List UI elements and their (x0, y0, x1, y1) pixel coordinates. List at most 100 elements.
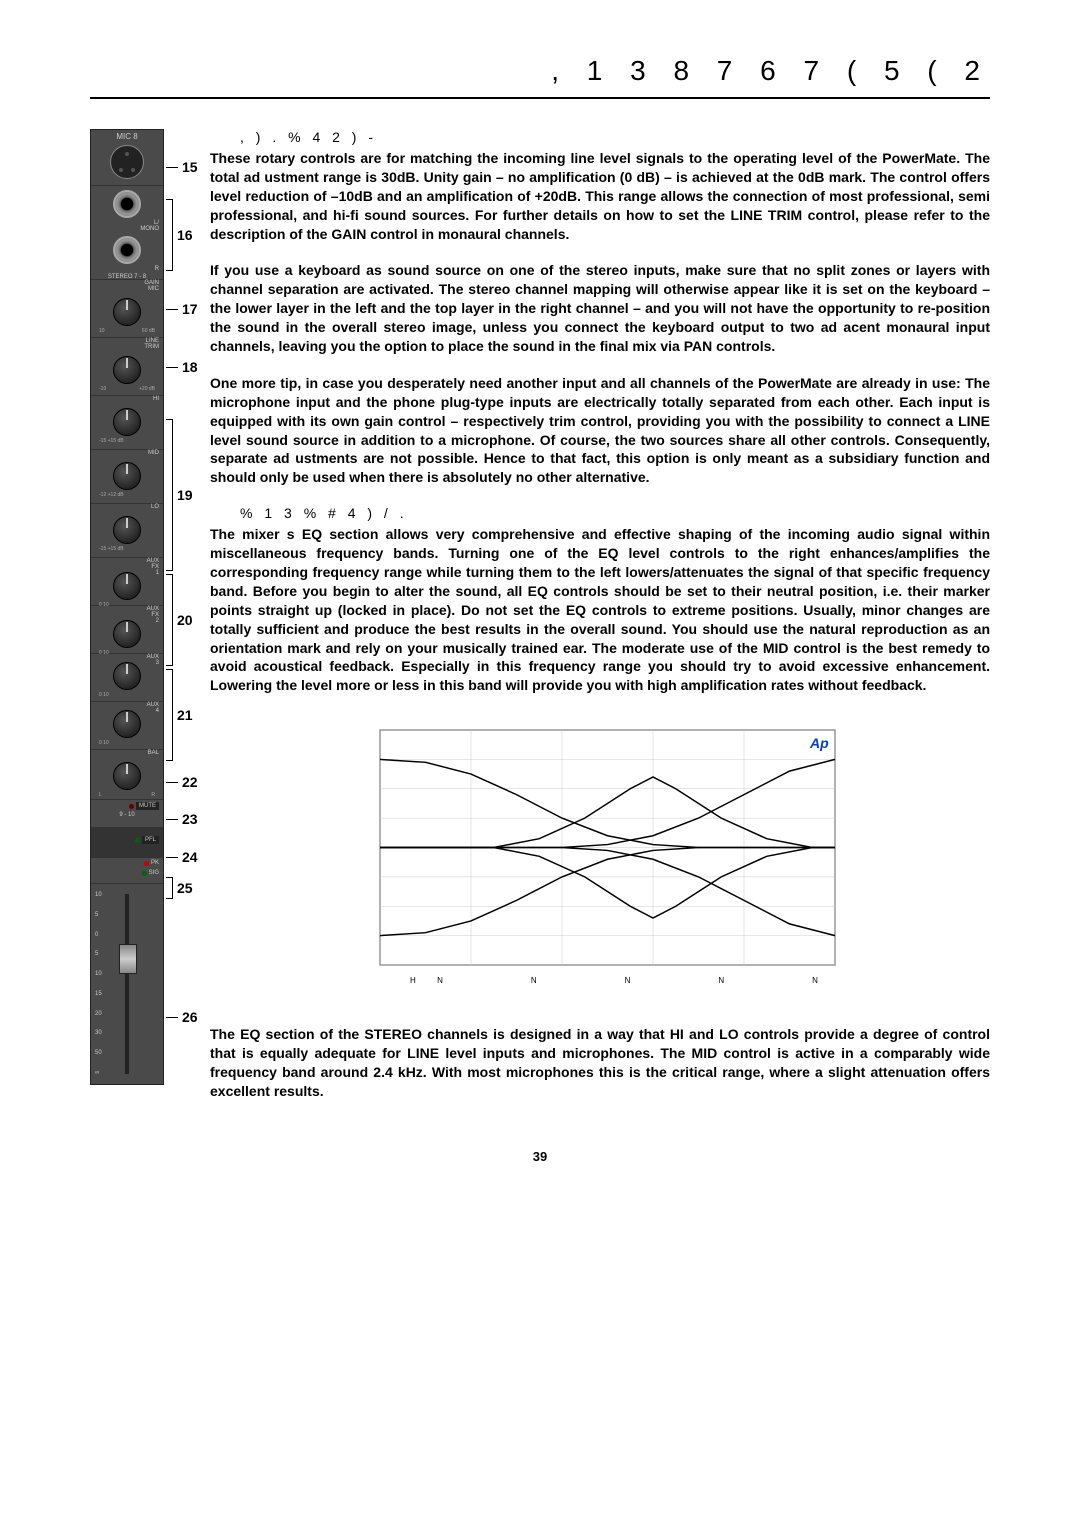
xlr-connector-icon (110, 145, 144, 179)
aux3-section: AUX 3 0 10 (91, 654, 163, 702)
fader-cap[interactable] (119, 944, 137, 974)
fs8: 50 (95, 1050, 102, 1056)
fader-scale: 10 5 0 5 10 15 20 30 50 ∞ (95, 892, 102, 1076)
pfl-button[interactable]: PFL (142, 836, 159, 844)
aux4-section: AUX 4 0 10 (91, 702, 163, 750)
aux1-knob[interactable] (113, 572, 141, 600)
jack-left-label: L/ MONO (91, 220, 163, 232)
line-trim-para3: One more tip, in case you desperately ne… (210, 374, 990, 487)
mute-section: MUTE 9 - 10 (91, 800, 163, 828)
gain-mic-section: GAIN MIC 10 60 dB (91, 280, 163, 338)
bal-r: R (151, 792, 155, 798)
eq-para1: The mixer s EQ section allows very compr… (210, 525, 990, 695)
line-trim-para1: These rotary controls are for matching t… (210, 149, 990, 243)
callout-17: 17 (166, 301, 198, 317)
page-number: 39 (90, 1149, 990, 1164)
eq-lo-label: LO (91, 504, 163, 510)
eq-hi-label: HI (91, 396, 163, 402)
jack-left-icon (113, 190, 141, 218)
callout-21: 21 (166, 669, 193, 761)
eq-mid-label: MID (91, 450, 163, 456)
fs3: 5 (95, 951, 102, 957)
line-trim-heading: , ) . % 4 2 ) - (240, 129, 990, 145)
sig-led-icon (142, 871, 147, 876)
gain-mic-range: 10 60 dB (91, 328, 163, 334)
eq-mid-section: MID -12 +12 dB (91, 450, 163, 504)
aux1-section: AUX FX 1 0 10 (91, 558, 163, 606)
eq-chart-svg: ApNNNNNH (350, 715, 850, 995)
fs1: 5 (95, 912, 102, 918)
bal-label: BAL (91, 750, 163, 756)
gain-mic-label: GAIN MIC (91, 280, 163, 292)
eq-heading: % 1 3 % # 4 ) / . (240, 505, 990, 521)
fs5: 15 (95, 991, 102, 997)
fader-slot (125, 894, 129, 1074)
aux2-knob[interactable] (113, 620, 141, 648)
callout-18: 18 (166, 359, 198, 375)
page: , 1 3 8 7 6 7 ( 5 ( 2 MIC 8 L/ MONO R ST… (0, 0, 1080, 1204)
aux4-range: 0 10 (91, 740, 163, 746)
content-row: MIC 8 L/ MONO R STEREO 7 - 8 GAIN MIC 10… (90, 129, 990, 1119)
line-input-section: L/ MONO R STEREO 7 - 8 (91, 190, 163, 280)
bal-knob[interactable] (113, 762, 141, 790)
gain-lo: 10 (99, 328, 105, 334)
line-trim-knob[interactable] (113, 356, 141, 384)
callout-17-num: 17 (182, 301, 198, 317)
eq-lo-section: LO -15 +15 dB (91, 504, 163, 558)
pk-led-icon (144, 861, 149, 866)
callout-15-num: 15 (182, 159, 198, 175)
fs7: 30 (95, 1030, 102, 1036)
svg-text:H: H (410, 976, 416, 985)
channel-strip: MIC 8 L/ MONO R STEREO 7 - 8 GAIN MIC 10… (90, 129, 164, 1085)
mute-led-icon (129, 804, 134, 809)
callout-18-num: 18 (182, 359, 198, 375)
header-title: , 1 3 8 7 6 7 ( 5 ( 2 (551, 55, 990, 86)
pk-label: PK (151, 860, 159, 866)
line-trim-range: -10 +20 dB (91, 386, 163, 392)
fader-section: 10 5 0 5 10 15 20 30 50 ∞ (91, 884, 163, 1084)
callout-26: 26 (166, 1009, 198, 1025)
callout-22-num: 22 (182, 774, 198, 790)
eq-hi-knob[interactable] (113, 408, 141, 436)
mute-channel-label: 9 - 10 (91, 812, 163, 818)
callout-16: 16 (166, 199, 193, 271)
line-trim-label: LINE TRIM (91, 338, 163, 350)
trim-lo: -10 (99, 386, 106, 392)
eq-response-chart: ApNNNNNH (350, 715, 850, 995)
sig-label: SIG (149, 870, 159, 876)
callout-23-num: 23 (182, 811, 198, 827)
fs9: ∞ (95, 1070, 102, 1076)
callout-25: 25 (166, 877, 193, 899)
eq-lo-knob[interactable] (113, 516, 141, 544)
page-header: , 1 3 8 7 6 7 ( 5 ( 2 (90, 55, 990, 99)
callout-16-num: 16 (177, 227, 193, 243)
aux3-range: 0 10 (91, 692, 163, 698)
mute-button[interactable]: MUTE (136, 802, 159, 810)
svg-text:N: N (718, 976, 724, 985)
aux3-knob[interactable] (113, 662, 141, 690)
trim-hi: +20 dB (139, 386, 155, 392)
jack-right-icon (113, 236, 141, 264)
eq-hi-range: -15 +15 dB (91, 438, 163, 444)
bal-lr: L R (91, 792, 163, 798)
gain-mic-knob[interactable] (113, 298, 141, 326)
callout-20-num: 20 (177, 612, 193, 628)
eq-para2: The EQ section of the STEREO channels is… (210, 1025, 990, 1101)
callout-26-num: 26 (182, 1009, 198, 1025)
eq-lo-range: -15 +15 dB (91, 546, 163, 552)
svg-text:N: N (812, 976, 818, 985)
line-trim-para2: If you use a keyboard as sound source on… (210, 261, 990, 355)
pfl-led-icon (135, 838, 140, 843)
svg-text:N: N (437, 976, 443, 985)
callout-20: 20 (166, 574, 193, 666)
text-column: , ) . % 4 2 ) - These rotary controls ar… (210, 129, 990, 1119)
aux4-knob[interactable] (113, 710, 141, 738)
callout-24-num: 24 (182, 849, 198, 865)
fs4: 10 (95, 971, 102, 977)
eq-mid-range: -12 +12 dB (91, 492, 163, 498)
svg-text:N: N (531, 976, 537, 985)
pk-sig-section: PK SIG (91, 858, 163, 884)
bal-l: L (99, 792, 102, 798)
eq-mid-knob[interactable] (113, 462, 141, 490)
fs0: 10 (95, 892, 102, 898)
